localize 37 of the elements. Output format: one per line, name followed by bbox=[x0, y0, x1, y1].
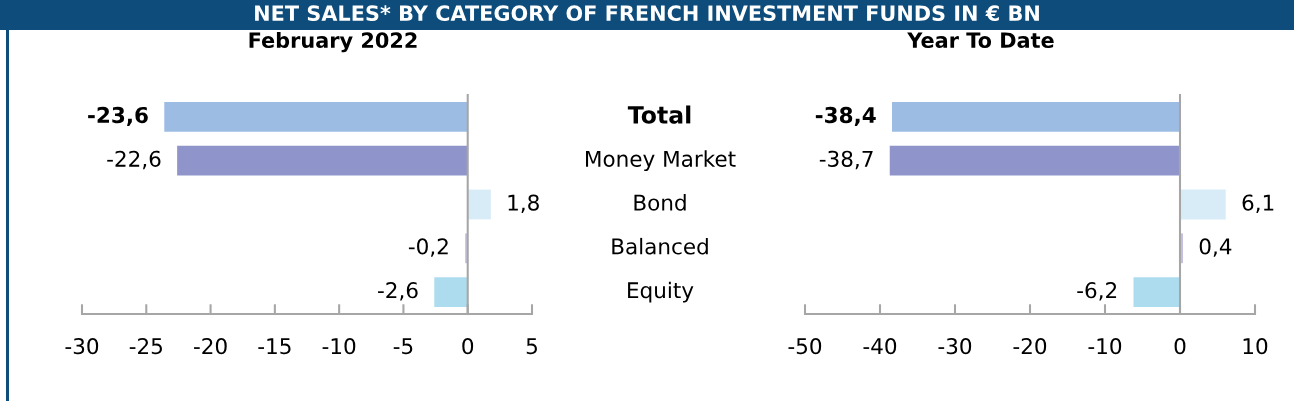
x-tick-label: -20 bbox=[194, 337, 227, 355]
data-label: -22,6 bbox=[107, 150, 161, 170]
x-tick-label: -30 bbox=[65, 337, 99, 355]
data-label: 6,1 bbox=[1242, 194, 1274, 213]
data-label: -2,6 bbox=[378, 282, 418, 301]
bar bbox=[1133, 277, 1180, 307]
x-tick-label: -50 bbox=[788, 337, 822, 355]
y-tick-label: Bond bbox=[634, 194, 686, 211]
chart-title: Year To Date bbox=[907, 32, 1054, 49]
x-tick-label: -10 bbox=[322, 337, 356, 355]
y-tick-label: Total bbox=[627, 105, 691, 124]
data-label: -6,2 bbox=[1077, 282, 1117, 301]
x-tick-label: -5 bbox=[393, 338, 413, 355]
x-tick-label: -40 bbox=[863, 337, 897, 355]
x-tick-label: 0 bbox=[1174, 337, 1186, 355]
data-label: -38,4 bbox=[815, 106, 876, 126]
y-tick-label: Money Market bbox=[586, 150, 736, 172]
chart-title: February 2022 bbox=[249, 31, 417, 53]
x-tick-label: 5 bbox=[526, 338, 537, 355]
x-tick-label: -20 bbox=[1013, 337, 1047, 355]
data-label: 0,4 bbox=[1199, 238, 1232, 257]
data-label: 1,8 bbox=[508, 194, 539, 213]
bar bbox=[889, 145, 1180, 176]
y-tick-label: Equity bbox=[628, 281, 694, 303]
x-tick-label: 10 bbox=[1243, 337, 1268, 355]
bar bbox=[892, 102, 1180, 132]
data-label: -38,7 bbox=[819, 150, 873, 170]
x-tick-label: -10 bbox=[1088, 337, 1122, 355]
x-tick-label: -25 bbox=[129, 337, 162, 355]
data-label: -0,2 bbox=[408, 238, 448, 257]
x-tick-label: -15 bbox=[258, 338, 291, 355]
x-tick-label: -30 bbox=[938, 337, 972, 355]
text: NET SALES* BY CATEGORY OF FRENCH INVESTMENT FUNDS IN € BN bbox=[255, 5, 1039, 22]
data-label: -23,6 bbox=[88, 106, 148, 126]
y-tick-label: Balanced bbox=[612, 237, 708, 255]
x-tick-label: 0 bbox=[462, 337, 474, 355]
bar bbox=[1180, 189, 1226, 220]
